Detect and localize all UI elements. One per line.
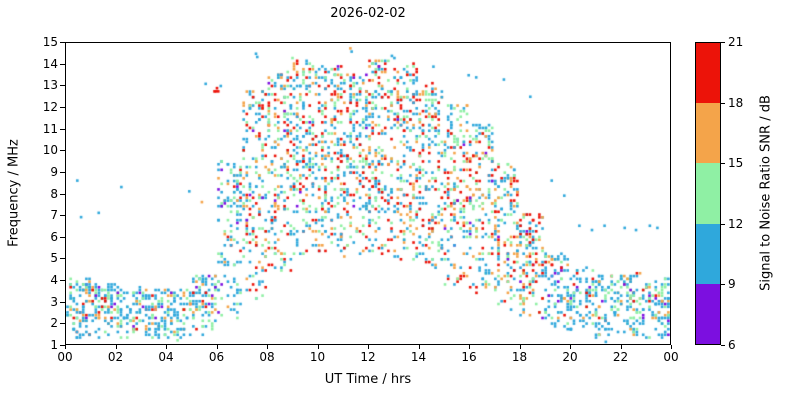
x-tick-label: 04 bbox=[158, 350, 174, 364]
y-tick-label: 6 bbox=[50, 229, 58, 244]
x-tick-label: 12 bbox=[360, 350, 376, 364]
y-tick-label: 11 bbox=[42, 121, 58, 136]
y-tick-label: 9 bbox=[50, 164, 58, 179]
x-tick-mark bbox=[166, 345, 167, 349]
x-tick-label: 02 bbox=[107, 350, 124, 364]
x-tick-label: 08 bbox=[259, 350, 275, 364]
colorbar-segment bbox=[696, 43, 720, 104]
x-tick-mark bbox=[216, 345, 218, 349]
y-tick-label: 10 bbox=[42, 143, 58, 158]
colorbar-tick-label: 12 bbox=[728, 216, 744, 231]
x-tick-label: 18 bbox=[511, 350, 528, 364]
y-tick-mark bbox=[60, 63, 65, 65]
colorbar-label: Signal to Noise Ratio SNR / dB bbox=[758, 95, 774, 291]
y-tick-mark bbox=[60, 236, 65, 238]
colorbar-tick-label: 18 bbox=[728, 95, 744, 110]
y-tick-label: 15 bbox=[42, 35, 58, 49]
y-tick-label: 5 bbox=[50, 251, 58, 266]
y-tick-mark bbox=[60, 301, 65, 303]
y-tick-label: 1 bbox=[50, 338, 58, 352]
colorbar-tick-label: 21 bbox=[728, 35, 744, 49]
y-tick-mark bbox=[60, 128, 65, 130]
x-tick-mark bbox=[519, 345, 521, 349]
colorbar-tick-mark bbox=[721, 102, 725, 104]
colorbar-tick-label: 6 bbox=[728, 338, 736, 352]
y-tick-label: 12 bbox=[42, 99, 58, 114]
x-tick-label: 06 bbox=[208, 350, 225, 364]
colorbar-tick-mark bbox=[721, 163, 725, 165]
y-tick-label: 2 bbox=[50, 316, 58, 331]
y-tick-label: 3 bbox=[50, 294, 58, 309]
colorbar-tick-mark bbox=[721, 345, 725, 346]
y-tick-mark bbox=[60, 85, 65, 87]
colorbar-tick-mark bbox=[721, 42, 725, 43]
y-tick-mark bbox=[60, 258, 65, 260]
y-tick-label: 4 bbox=[50, 273, 58, 288]
y-tick-mark bbox=[60, 193, 65, 195]
x-tick-mark bbox=[317, 345, 319, 349]
y-tick-mark bbox=[60, 345, 65, 346]
y-tick-label: 8 bbox=[50, 186, 58, 201]
x-tick-label: 00 bbox=[663, 350, 679, 364]
x-tick-mark bbox=[368, 345, 369, 349]
x-tick-label: 00 bbox=[57, 350, 73, 364]
x-tick-mark bbox=[620, 345, 622, 349]
colorbar-tick-label: 15 bbox=[728, 156, 744, 171]
x-tick-mark bbox=[469, 345, 470, 349]
y-tick-label: 13 bbox=[42, 78, 58, 93]
plot-area bbox=[65, 42, 671, 345]
x-tick-label: 22 bbox=[612, 350, 629, 364]
scatter-canvas bbox=[66, 43, 670, 344]
y-tick-mark bbox=[60, 106, 65, 108]
chart-title: 2026-02-02 bbox=[330, 6, 406, 21]
x-tick-mark bbox=[115, 345, 117, 349]
x-axis-label: UT Time / hrs bbox=[324, 372, 412, 387]
y-tick-mark bbox=[60, 215, 65, 217]
colorbar-segment bbox=[696, 103, 720, 164]
x-tick-mark bbox=[671, 345, 672, 349]
y-tick-mark bbox=[60, 150, 65, 152]
x-tick-mark bbox=[65, 345, 66, 349]
colorbar-segment bbox=[696, 163, 720, 224]
x-tick-mark bbox=[570, 345, 571, 349]
y-tick-label: 7 bbox=[50, 208, 58, 223]
colorbar-tick-mark bbox=[721, 284, 725, 286]
x-tick-label: 14 bbox=[410, 350, 427, 364]
colorbar-segment bbox=[696, 283, 720, 345]
colorbar-segment bbox=[696, 223, 720, 284]
y-tick-mark bbox=[60, 42, 65, 43]
colorbar-tick-label: 9 bbox=[728, 277, 736, 292]
x-tick-label: 16 bbox=[461, 350, 477, 364]
x-tick-label: 20 bbox=[562, 350, 578, 364]
y-tick-label: 14 bbox=[42, 56, 58, 71]
y-axis-label: Frequency / MHz bbox=[6, 139, 22, 247]
x-tick-label: 10 bbox=[309, 350, 326, 364]
y-tick-mark bbox=[60, 323, 65, 325]
colorbar-tick-mark bbox=[721, 223, 725, 225]
y-tick-mark bbox=[60, 171, 65, 173]
colorbar bbox=[695, 42, 721, 345]
y-tick-mark bbox=[60, 280, 65, 282]
x-tick-mark bbox=[267, 345, 268, 349]
x-tick-mark bbox=[418, 345, 420, 349]
